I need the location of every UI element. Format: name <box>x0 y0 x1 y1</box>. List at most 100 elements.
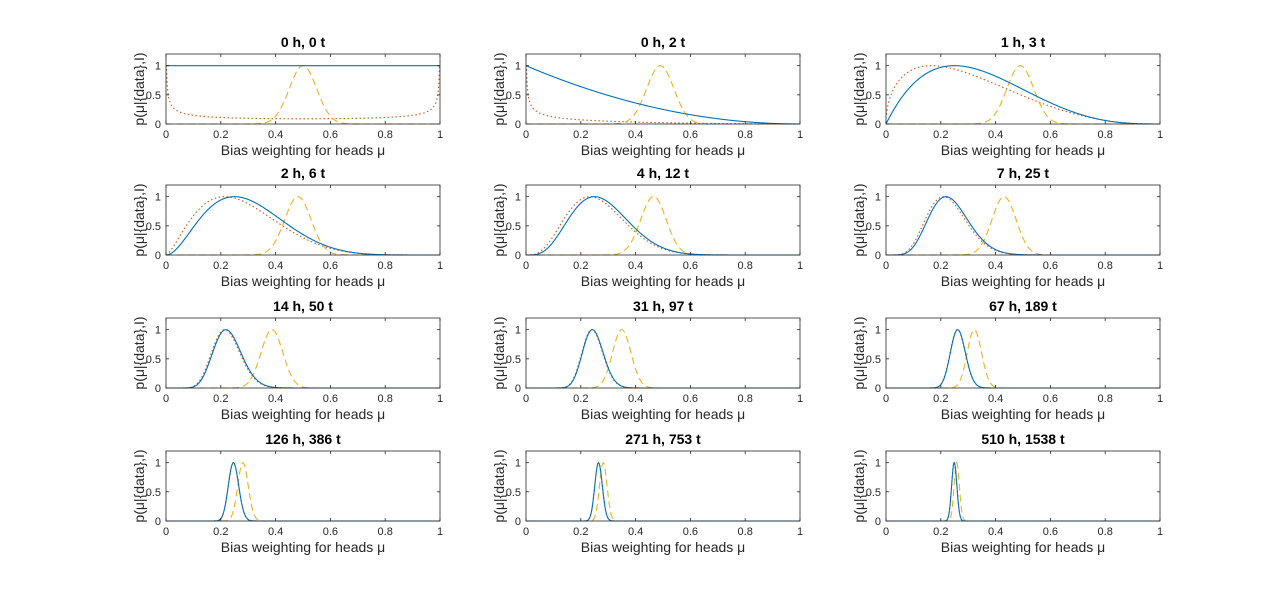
jeffreys-prior-posterior-line <box>526 65 800 125</box>
subplot-title: 1 h, 3 t <box>1001 34 1046 50</box>
x-tick-label: 1 <box>797 129 803 141</box>
x-tick-label: 0.2 <box>573 526 588 538</box>
y-tick-label: 0.5 <box>866 221 881 233</box>
x-axis-label: Bias weighting for heads μ <box>941 273 1106 289</box>
uniform-prior-posterior-line <box>886 329 1160 389</box>
x-axis-label: Bias weighting for heads μ <box>221 273 386 289</box>
y-tick-label: 0 <box>875 250 881 262</box>
y-axis-label: p(μ|{data},I) <box>491 52 507 125</box>
x-axis-label: Bias weighting for heads μ <box>941 539 1106 555</box>
y-tick-label: 1 <box>515 192 521 204</box>
subplot-11: 271 h, 753 t 0 0.2 0.4 0.6 0.8 1 0 0.5 1 Bias weig… <box>491 431 803 555</box>
x-tick-label: 0.8 <box>738 129 753 141</box>
x-tick-label: 0.8 <box>738 393 753 405</box>
x-tick-label: 0.4 <box>988 129 1003 141</box>
uniform-prior-posterior-line <box>166 329 440 389</box>
x-tick-label: 1 <box>797 260 803 272</box>
jeffreys-prior-posterior-line <box>886 65 1160 125</box>
x-tick-label: 1 <box>797 393 803 405</box>
x-tick-label: 0.8 <box>378 526 393 538</box>
x-tick-label: 0.8 <box>738 260 753 272</box>
y-tick-label: 0 <box>155 516 161 528</box>
gaussian-prior-posterior-line <box>886 329 1160 389</box>
uniform-prior-posterior-line <box>886 196 1160 256</box>
jeffreys-prior-posterior-line <box>526 461 800 522</box>
subplot-4: 2 h, 6 t 0 0.2 0.4 0.6 0.8 1 0 0.5 1 Bias weightin… <box>131 165 443 289</box>
x-tick-label: 0.2 <box>933 526 948 538</box>
jeffreys-prior-posterior-line <box>886 329 1160 389</box>
x-tick-label: 0.6 <box>683 260 698 272</box>
x-tick-label: 0.6 <box>683 393 698 405</box>
x-tick-label: 0.2 <box>573 393 588 405</box>
uniform-prior-posterior-line <box>526 329 800 389</box>
x-tick-label: 0.4 <box>628 526 643 538</box>
y-tick-label: 0.5 <box>146 487 161 499</box>
x-tick-label: 1 <box>437 526 443 538</box>
x-tick-label: 0.4 <box>628 260 643 272</box>
subplot-9: 67 h, 189 t 0 0.2 0.4 0.6 0.8 1 0 0.5 1 Bias weigh… <box>851 298 1163 422</box>
x-tick-label: 0 <box>883 260 889 272</box>
jeffreys-prior-posterior-line <box>166 65 440 120</box>
y-tick-label: 0.5 <box>866 487 881 499</box>
x-tick-label: 0.2 <box>573 260 588 272</box>
y-tick-label: 0 <box>515 250 521 262</box>
uniform-prior-posterior-line <box>526 196 800 256</box>
axes-frame <box>525 317 801 389</box>
axes-frame <box>165 184 441 256</box>
x-tick-label: 0 <box>163 260 169 272</box>
y-tick-label: 1 <box>155 61 161 73</box>
axes-frame <box>525 53 801 125</box>
gaussian-prior-posterior-line <box>526 461 800 522</box>
axes-frame <box>885 184 1161 256</box>
gaussian-prior-posterior-line <box>886 65 1160 125</box>
x-tick-label: 0 <box>883 393 889 405</box>
x-tick-label: 1 <box>1157 129 1163 141</box>
x-tick-label: 0.8 <box>1098 260 1113 272</box>
y-axis-label: p(μ|{data},I) <box>851 183 867 256</box>
x-tick-label: 0.8 <box>1098 526 1113 538</box>
y-tick-label: 0 <box>155 383 161 395</box>
subplot-7: 14 h, 50 t 0 0.2 0.4 0.6 0.8 1 0 0.5 1 Bias weight… <box>131 298 443 422</box>
x-tick-label: 1 <box>797 526 803 538</box>
y-axis-label: p(μ|{data},I) <box>131 52 147 125</box>
x-tick-label: 0.6 <box>683 526 698 538</box>
subplot-title: 67 h, 189 t <box>989 298 1057 314</box>
x-tick-label: 0 <box>163 526 169 538</box>
axes-frame <box>165 450 441 522</box>
subplot-8: 31 h, 97 t 0 0.2 0.4 0.6 0.8 1 0 0.5 1 Bias weight… <box>491 298 803 422</box>
y-tick-label: 0 <box>155 250 161 262</box>
y-tick-label: 1 <box>515 61 521 73</box>
jeffreys-prior-posterior-line <box>886 196 1160 256</box>
y-axis-label: p(μ|{data},I) <box>491 316 507 389</box>
y-tick-label: 1 <box>155 192 161 204</box>
subplot-12: 510 h, 1538 t 0 0.2 0.4 0.6 0.8 1 0 0.5 1 Bias wei… <box>851 431 1163 555</box>
x-tick-label: 0.2 <box>933 393 948 405</box>
x-tick-label: 0.8 <box>378 393 393 405</box>
x-tick-label: 0 <box>883 129 889 141</box>
uniform-prior-posterior-line <box>165 196 440 256</box>
subplot-title: 2 h, 6 t <box>281 165 326 181</box>
axes-frame <box>525 450 801 522</box>
x-tick-label: 0.4 <box>268 393 283 405</box>
x-axis-label: Bias weighting for heads μ <box>221 142 386 158</box>
x-tick-label: 0.6 <box>323 129 338 141</box>
x-axis-label: Bias weighting for heads μ <box>581 142 746 158</box>
y-tick-label: 0.5 <box>506 221 521 233</box>
subplot-1: 0 h, 0 t 0 0.2 0.4 0.6 0.8 1 0 0.5 1 Bias weightin… <box>131 34 443 158</box>
jeffreys-prior-posterior-line <box>166 196 440 256</box>
x-tick-label: 1 <box>1157 526 1163 538</box>
x-tick-label: 0.2 <box>213 260 228 272</box>
uniform-prior-posterior-line <box>166 462 440 522</box>
gaussian-prior-posterior-line <box>166 329 440 389</box>
x-tick-label: 0 <box>883 526 889 538</box>
x-tick-label: 0.6 <box>1043 393 1058 405</box>
x-tick-label: 0.2 <box>933 260 948 272</box>
y-tick-label: 0 <box>875 383 881 395</box>
gaussian-prior-posterior-line <box>166 196 440 256</box>
y-axis-label: p(μ|{data},I) <box>491 183 507 256</box>
x-axis-label: Bias weighting for heads μ <box>581 406 746 422</box>
subplot-title: 510 h, 1538 t <box>981 431 1065 447</box>
y-tick-label: 0 <box>515 383 521 395</box>
x-tick-label: 0.6 <box>1043 260 1058 272</box>
